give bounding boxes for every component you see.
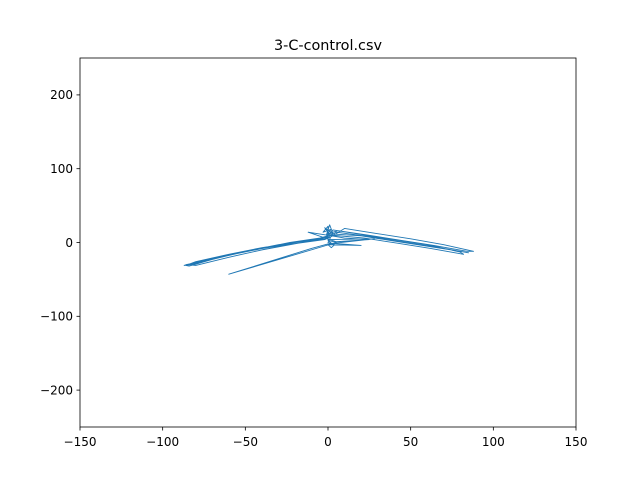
y-axis: −200 −100 0 100 200: [40, 88, 80, 397]
x-axis: −150 −100 −50 0 50 100 150: [64, 427, 588, 449]
x-tick-label: −100: [146, 435, 179, 449]
chart-title: 3-C-control.csv: [274, 38, 382, 54]
x-tick-label: 100: [482, 435, 505, 449]
x-tick-label: 50: [403, 435, 418, 449]
y-tick-label: 0: [65, 236, 73, 250]
y-tick-label: 200: [50, 88, 73, 102]
x-tick-label: −50: [233, 435, 258, 449]
y-tick-label: 100: [50, 162, 73, 176]
y-tick-label: −200: [40, 383, 73, 397]
x-tick-label: 150: [565, 435, 588, 449]
series-layer: [183, 224, 474, 275]
x-tick-label: 0: [324, 435, 332, 449]
x-tick-label: −150: [64, 435, 97, 449]
series-line-0: [183, 224, 474, 275]
y-tick-label: −100: [40, 310, 73, 324]
